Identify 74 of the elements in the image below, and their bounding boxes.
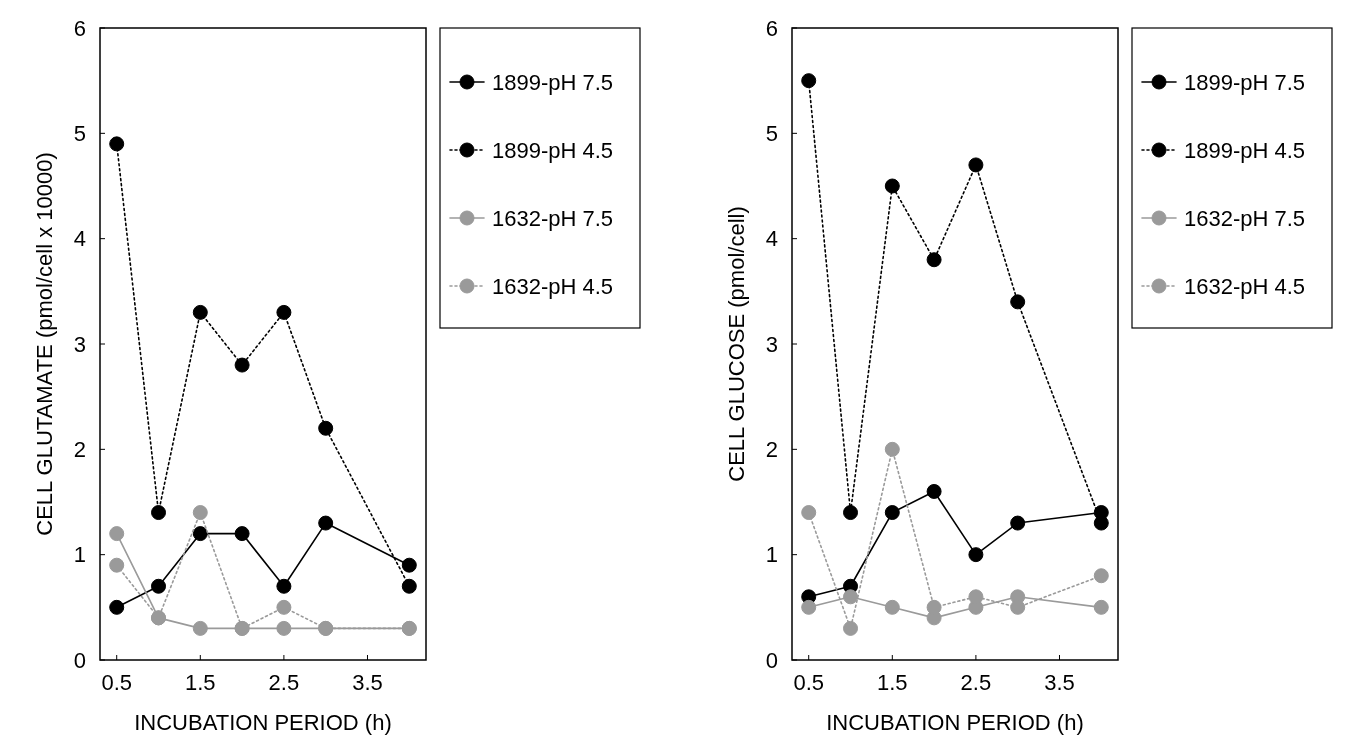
point xyxy=(801,73,817,89)
point xyxy=(1010,294,1026,310)
y-tick-label: 2 xyxy=(73,437,86,463)
y-tick-label: 3 xyxy=(765,331,778,357)
legend-label: 1899-pH 7.5 xyxy=(1184,69,1306,95)
point xyxy=(968,547,984,563)
point xyxy=(276,620,292,636)
y-tick-label: 6 xyxy=(765,15,778,41)
x-tick-label: 0.5 xyxy=(793,670,825,695)
point xyxy=(926,599,942,615)
point xyxy=(884,178,900,194)
point xyxy=(151,505,167,521)
point xyxy=(318,420,334,436)
y-tick-label: 4 xyxy=(765,226,778,252)
point xyxy=(276,599,292,615)
legend-label: 1899-pH 4.5 xyxy=(1184,137,1306,163)
point xyxy=(192,526,208,542)
y-tick-label: 6 xyxy=(73,15,86,41)
point xyxy=(151,578,167,594)
point xyxy=(401,578,417,594)
point xyxy=(192,304,208,320)
point xyxy=(109,599,125,615)
x-tick-label: 0.5 xyxy=(101,670,133,695)
legend-label: 1632-pH 7.5 xyxy=(492,205,614,231)
point xyxy=(192,620,208,636)
y-tick-label: 5 xyxy=(73,121,86,147)
y-tick-label: 3 xyxy=(73,331,86,357)
point xyxy=(1093,515,1109,531)
y-axis-title: CELL GLUCOSE (pmol/cell) xyxy=(724,206,749,482)
point xyxy=(1093,568,1109,584)
x-tick-label: 1.5 xyxy=(185,670,216,695)
point xyxy=(968,157,984,173)
point xyxy=(843,620,859,636)
point xyxy=(1093,599,1109,615)
y-tick-label: 2 xyxy=(765,437,778,463)
point xyxy=(926,252,942,268)
point xyxy=(109,136,125,152)
point xyxy=(884,505,900,521)
point xyxy=(1010,515,1026,531)
legend-label: 1632-pH 7.5 xyxy=(1184,205,1306,231)
point xyxy=(234,526,250,542)
point xyxy=(843,589,859,605)
x-tick-label: 3.5 xyxy=(352,670,383,695)
x-tick-label: 2.5 xyxy=(268,670,300,695)
y-tick-label: 0 xyxy=(765,647,778,673)
y-tick-label: 1 xyxy=(73,542,86,568)
x-axis-title: INCUBATION PERIOD (h) xyxy=(826,710,1084,735)
point xyxy=(276,304,292,320)
point xyxy=(192,505,208,521)
y-tick-label: 0 xyxy=(73,647,86,673)
point xyxy=(318,515,334,531)
legend-label: 1632-pH 4.5 xyxy=(1184,273,1306,299)
y-tick-label: 5 xyxy=(765,121,778,147)
legend-label: 1899-pH 4.5 xyxy=(492,137,614,163)
point xyxy=(926,483,942,499)
point xyxy=(109,557,125,573)
point xyxy=(234,357,250,373)
x-tick-label: 2.5 xyxy=(960,670,992,695)
y-tick-label: 1 xyxy=(765,542,778,568)
point xyxy=(276,578,292,594)
point xyxy=(801,505,817,521)
point xyxy=(401,557,417,573)
x-axis-title: INCUBATION PERIOD (h) xyxy=(134,710,392,735)
y-axis-title: CELL GLUTAMATE (pmol/cell x 10000) xyxy=(32,152,57,536)
point xyxy=(884,441,900,457)
point xyxy=(801,599,817,615)
x-tick-label: 3.5 xyxy=(1044,670,1075,695)
legend-label: 1899-pH 7.5 xyxy=(492,69,614,95)
x-tick-label: 1.5 xyxy=(877,670,908,695)
legend-label: 1632-pH 4.5 xyxy=(492,273,614,299)
point xyxy=(109,526,125,542)
point xyxy=(884,599,900,615)
y-tick-label: 4 xyxy=(73,226,86,252)
point xyxy=(843,505,859,521)
